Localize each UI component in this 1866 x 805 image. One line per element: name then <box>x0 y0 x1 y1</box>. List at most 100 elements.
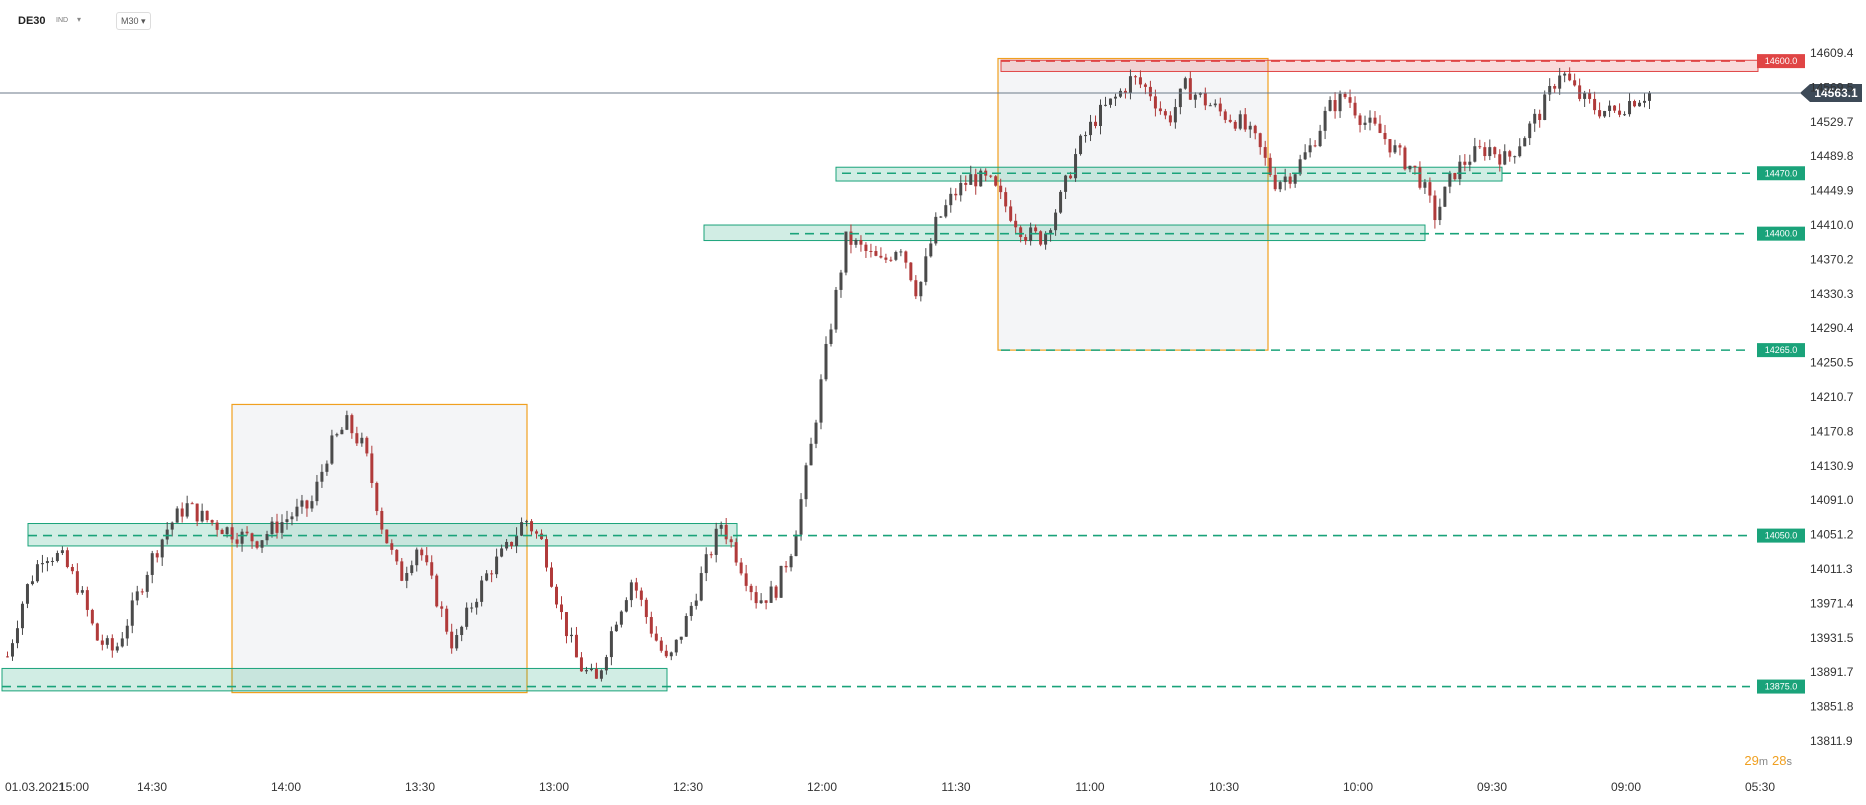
candle-body <box>704 554 708 574</box>
y-tick-label: 13971.4 <box>1810 596 1854 610</box>
candle-body <box>1218 103 1222 112</box>
candle-body <box>275 521 279 533</box>
candle-body <box>1603 110 1607 117</box>
candle-body <box>385 529 389 544</box>
candle-body <box>495 556 499 575</box>
candle-body <box>370 453 374 483</box>
candle-body <box>1638 102 1642 107</box>
candle-body <box>759 600 763 604</box>
candle-body <box>245 531 249 534</box>
y-tick-label: 14130.9 <box>1810 459 1854 473</box>
candle-body <box>1049 230 1053 234</box>
support-zone <box>703 224 1426 242</box>
candle-body <box>50 560 54 562</box>
candle-body <box>1183 78 1187 89</box>
candle-body <box>485 573 489 581</box>
candle-body <box>1453 172 1457 180</box>
candle-body <box>1558 75 1562 89</box>
candle-body <box>195 503 199 522</box>
candle-body <box>1473 146 1477 162</box>
candle-body <box>215 522 219 530</box>
y-tick-label: 14609.4 <box>1810 46 1854 60</box>
candle-body <box>709 554 713 556</box>
candle-body <box>1393 145 1397 153</box>
candle-body <box>714 528 718 555</box>
candle-body <box>120 638 124 647</box>
candle-body <box>789 556 793 568</box>
candle-body <box>814 422 818 444</box>
candle-body <box>1588 92 1592 99</box>
candle-body <box>390 543 394 550</box>
candle-body <box>1148 86 1152 97</box>
range-boxes <box>231 57 1269 694</box>
y-tick-label: 14410.0 <box>1810 218 1854 232</box>
candle-body <box>1528 123 1532 139</box>
candle-body <box>1014 220 1018 228</box>
candle-body <box>1418 167 1422 188</box>
candle-body <box>1103 104 1107 106</box>
candle-body <box>924 256 928 282</box>
candle-body <box>1353 102 1357 116</box>
x-tick-label: 09:00 <box>1611 780 1641 794</box>
candle-body <box>1593 98 1597 111</box>
y-tick-label: 14170.8 <box>1810 424 1854 438</box>
candle-body <box>1044 233 1048 245</box>
candle-body <box>1498 154 1502 165</box>
timer-minutes: 29 <box>1744 753 1758 768</box>
candle-body <box>844 231 848 273</box>
timeframe-selector[interactable]: M30 ▾ <box>116 12 151 30</box>
candle-body <box>1168 115 1172 123</box>
candle-body <box>1039 231 1043 245</box>
candle-body <box>285 519 289 523</box>
candle-body <box>1248 125 1252 130</box>
timer-seconds-unit: s <box>1787 756 1793 768</box>
candle-body <box>969 174 973 185</box>
level-label: 14400.0 <box>1765 229 1798 239</box>
x-tick-label: 12:00 <box>807 780 837 794</box>
candle-body <box>869 250 873 252</box>
timer-minutes-unit: m <box>1759 756 1768 768</box>
y-tick-label: 14569.5 <box>1810 80 1854 94</box>
symbol-dropdown-icon[interactable]: ▾ <box>77 15 82 24</box>
candle-body <box>1084 135 1088 137</box>
candle-body <box>225 527 229 535</box>
candle-body <box>799 499 803 535</box>
candle-body <box>1358 115 1362 125</box>
x-tick-label: 13:00 <box>539 780 569 794</box>
candle-body <box>644 599 648 618</box>
y-tick-label: 14529.7 <box>1810 115 1854 129</box>
level-label: 14600.0 <box>1765 56 1798 66</box>
x-tick-label: 10:30 <box>1209 780 1239 794</box>
candle-body <box>1503 151 1507 165</box>
candle-body <box>1618 110 1622 115</box>
candle-body <box>999 185 1003 193</box>
candle-body <box>1143 84 1147 87</box>
candle-body <box>90 609 94 624</box>
candle-body <box>679 636 683 640</box>
y-tick-label: 14051.2 <box>1810 528 1854 542</box>
candle-body <box>1213 103 1217 106</box>
candle-body <box>70 567 74 572</box>
level-label: 14050.0 <box>1765 531 1798 541</box>
candle-body <box>1523 138 1527 147</box>
candle-body <box>1223 111 1227 120</box>
candle-body <box>1458 161 1462 180</box>
candle-body <box>1233 121 1237 129</box>
candle-body <box>1483 147 1487 157</box>
candle-body <box>30 581 34 585</box>
candle-body <box>1059 191 1063 213</box>
candle-body <box>1303 152 1307 160</box>
current-price-marker <box>1800 83 1862 102</box>
candle-body <box>1019 227 1023 238</box>
candle-body <box>649 617 653 634</box>
candle-body <box>505 541 509 549</box>
candle-body <box>230 527 234 540</box>
candle-body <box>430 562 434 576</box>
candle-body <box>85 590 89 610</box>
y-tick-label: 14091.0 <box>1810 493 1854 507</box>
candle-body <box>569 634 573 637</box>
symbol-label[interactable]: DE30 <box>18 15 46 27</box>
candle-body <box>904 251 908 263</box>
